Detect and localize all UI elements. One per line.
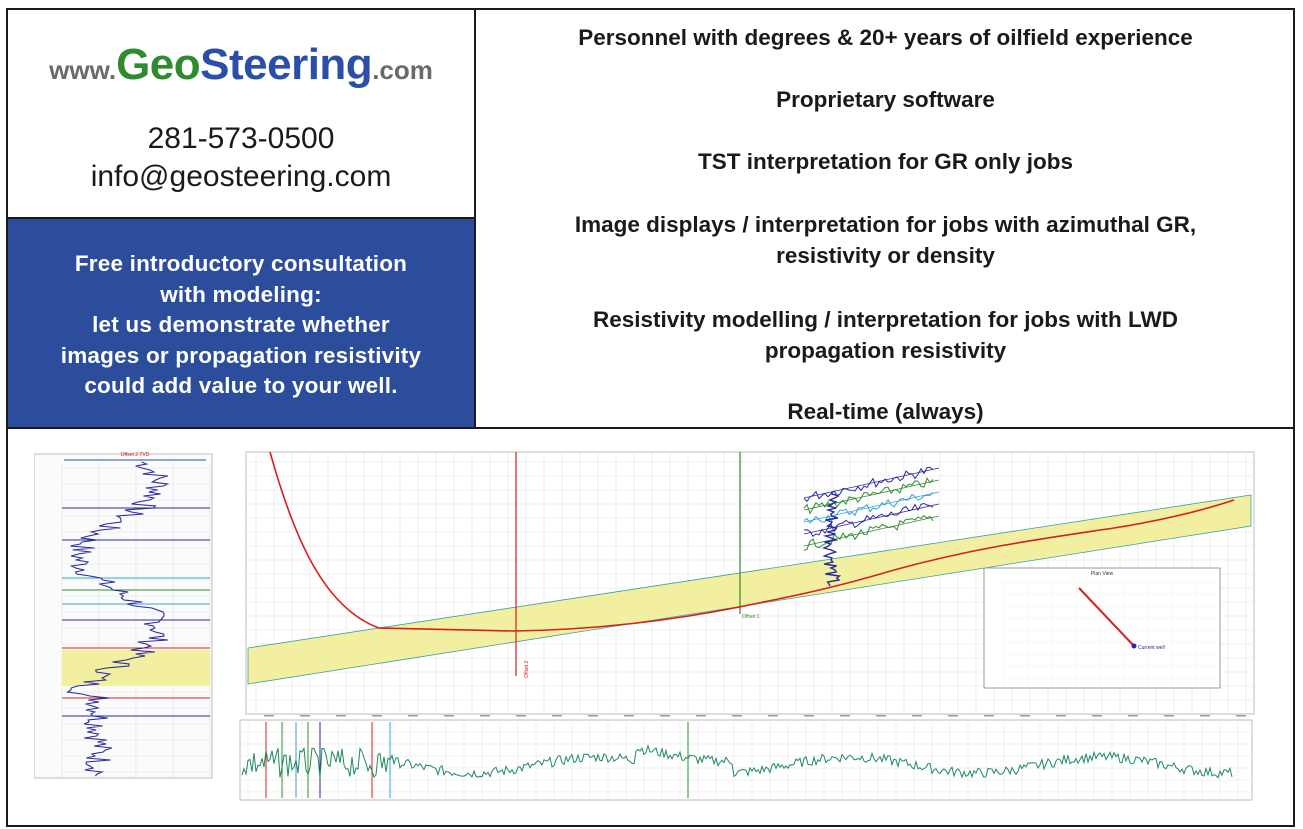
service-item-resistivity: Resistivity modelling / interpretation f…	[592, 307, 1179, 363]
divider-left-panel	[6, 217, 476, 219]
promo-line: Free introductory consultation	[74, 251, 408, 276]
log-panel-title: Offset 2 TVD	[121, 452, 150, 458]
services-list: Personnel with degrees & 20+ years of oi…	[476, 10, 1295, 427]
ad-frame	[6, 8, 1295, 827]
resistivity-image-fan	[803, 466, 940, 587]
service-item-image-displays: Image displays / interpretation for jobs…	[574, 212, 1197, 268]
logo-suffix: .com	[372, 55, 433, 85]
gr-trace-panel	[239, 719, 1253, 801]
plan-view-current-point	[1131, 643, 1137, 649]
plan-view-inset: Plan View Current well	[983, 567, 1221, 689]
plan-view-current-well-label: Current well	[1138, 645, 1165, 651]
contact-block: 281-573-0500 info@geosteering.com	[8, 120, 474, 196]
gamma-ray-curve	[65, 461, 170, 777]
target-zone-log	[62, 650, 210, 686]
promo-line: with modeling:	[160, 281, 322, 307]
software-screenshot: Offset 2 TVD Offset 2 Offset 1 Plan View…	[34, 451, 1255, 801]
logo-geo: Geo	[116, 40, 201, 89]
email-address[interactable]: info@geosteering.com	[90, 160, 392, 193]
service-item-realtime: Real-time (always)	[787, 399, 984, 424]
logo-prefix: www.	[49, 55, 117, 85]
target-zone-band	[247, 494, 1252, 685]
logo-steering: Steering	[200, 40, 373, 89]
wellpath	[269, 451, 1235, 632]
offset-2-label: Offset 2	[524, 660, 530, 678]
service-item-tst: TST interpretation for GR only jobs	[697, 149, 1073, 174]
promo-line: could add value to your well.	[84, 373, 398, 398]
phone-number[interactable]: 281-573-0500	[147, 122, 335, 155]
plan-view-wellpath	[1078, 587, 1135, 647]
gamma-log-panel: Offset 2 TVD	[34, 452, 213, 779]
service-item-software: Proprietary software	[776, 87, 995, 112]
geosteering-logo[interactable]: www.GeoSteering.com	[8, 40, 474, 90]
gr-trace	[241, 744, 1233, 779]
offset-1-label: Offset 1	[742, 614, 760, 620]
plan-view-title: Plan View	[1091, 571, 1114, 577]
consultation-promo: Free introductory consultation with mode…	[8, 219, 474, 427]
promo-line: let us demonstrate whether	[92, 312, 390, 337]
promo-line: images or propagation resistivity	[60, 342, 422, 368]
divider-horizontal	[6, 427, 1295, 429]
service-item-personnel: Personnel with degrees & 20+ years of oi…	[578, 25, 1193, 50]
